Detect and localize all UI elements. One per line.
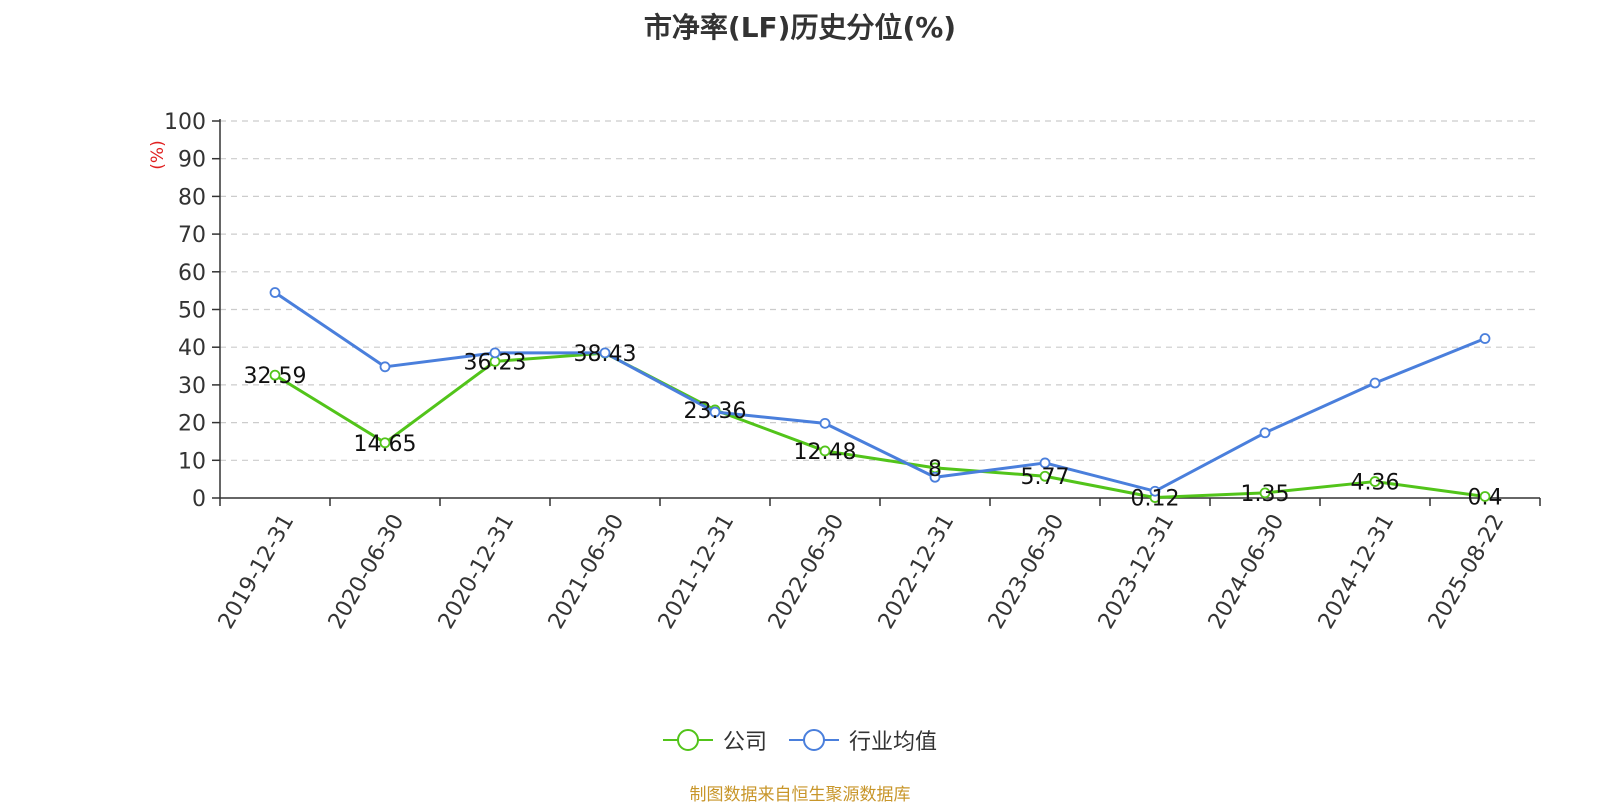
x-tick-label: 2019-12-31 [214,510,300,633]
data-point-company [379,437,391,449]
data-label-company: 4.36 [1351,471,1400,496]
y-tick-label: 10 [178,449,206,474]
y-tick-label: 60 [178,261,206,286]
data-point-industry-average [269,287,281,298]
data-point-industry-average [1039,457,1051,469]
x-tick-label: 2020-12-31 [434,510,520,633]
x-tick-label: 2024-06-30 [1204,510,1290,633]
y-tick-label: 20 [178,412,206,437]
data-label-company: 0.4 [1468,485,1503,510]
data-point-industry-average [1479,333,1491,344]
legend-marker-industry-average [789,729,839,751]
chart-legend: 公司 行业均值 [0,724,1600,756]
x-tick-label: 2023-12-31 [1094,510,1180,633]
data-point-company [1039,470,1051,482]
y-axis-label: (%) [148,140,168,169]
y-tick-label: 90 [178,148,206,173]
legend-item-industry-average[interactable]: 行业均值 [789,724,937,756]
data-label-company: 1.35 [1241,482,1290,507]
data-point-industry-average [1369,377,1381,389]
data-label-company: 8 [928,457,942,482]
x-tick-label: 2020-06-30 [324,510,410,633]
legend-label-company: 公司 [722,730,767,755]
data-point-industry-average [1149,485,1161,497]
data-label-company: 38.43 [574,342,637,367]
x-tick-label: 2022-06-30 [764,510,850,633]
y-tick-label: 50 [178,299,206,324]
y-tick-label: 40 [178,336,206,361]
data-point-industry-average [929,471,941,483]
data-point-company [1369,476,1381,487]
data-point-industry-average [489,347,501,359]
y-tick-label: 70 [178,223,206,248]
data-point-company [269,369,281,381]
x-tick-label: 2022-12-31 [874,510,960,633]
data-point-company [1479,491,1491,502]
data-point-industry-average [599,347,611,359]
data-label-company: 5.77 [1021,465,1070,490]
series-line-industry-average [274,291,1486,493]
x-tick-label: 2024-12-31 [1314,510,1400,633]
data-point-industry-average [1259,427,1271,439]
legend-label-industry-average: 行业均值 [849,730,938,755]
x-tick-label: 2025-08-22 [1424,510,1510,633]
data-source-note: 制图数据来自恒生聚源数据库 [689,785,911,805]
y-tick-label: 30 [178,374,206,399]
data-point-industry-average [379,361,391,373]
legend-item-company[interactable]: 公司 [662,724,767,756]
data-point-company [819,445,831,457]
data-label-company: 0.12 [1131,487,1180,512]
chart-title: 市净率(LF)历史分位(%) [643,11,957,44]
x-tick-label: 2021-12-31 [654,510,740,633]
legend-marker-company [662,729,713,751]
data-point-industry-average [819,417,831,429]
data-label-company: 36.23 [464,350,527,375]
x-tick-label: 2021-06-30 [544,510,630,633]
data-label-company: 32.59 [244,364,307,389]
y-tick-label: 80 [178,185,206,210]
data-label-company: 23.36 [684,399,747,424]
x-tick-label: 2023-06-30 [984,510,1070,633]
y-tick-label: 0 [192,487,206,512]
series-line-company [274,351,1486,500]
data-label-company: 12.48 [794,440,857,465]
y-tick-label: 100 [164,110,206,135]
data-point-company [1259,487,1271,499]
data-point-industry-average [709,406,721,418]
data-label-company: 14.65 [354,432,417,457]
